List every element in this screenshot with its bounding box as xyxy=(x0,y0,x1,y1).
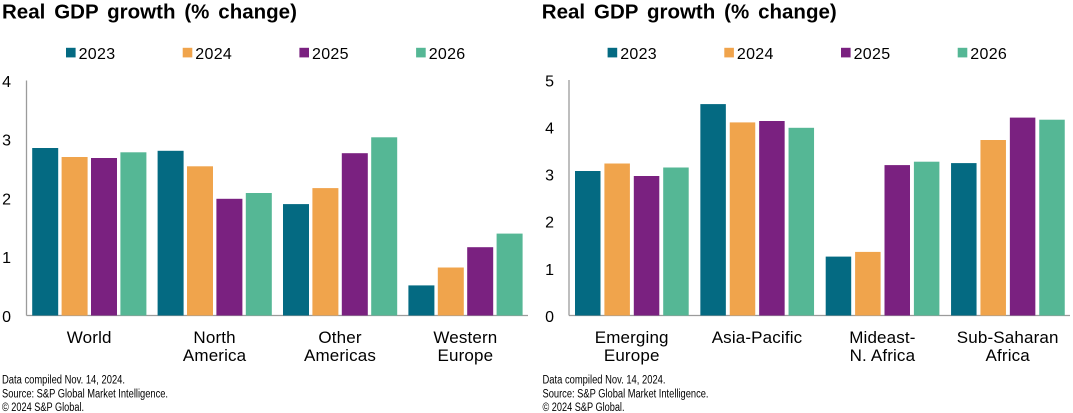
svg-text:3: 3 xyxy=(545,168,554,185)
svg-text:North: North xyxy=(193,328,235,347)
svg-text:1: 1 xyxy=(545,262,554,279)
svg-text:Data compiled Nov. 14, 2024.: Data compiled Nov. 14, 2024. xyxy=(543,375,666,387)
svg-text:3: 3 xyxy=(2,133,11,150)
svg-text:Source: S&P Global Market Inte: Source: S&P Global Market Intelligence. xyxy=(543,388,709,400)
svg-text:2024: 2024 xyxy=(195,46,232,63)
svg-text:Asia-Pacific: Asia-Pacific xyxy=(712,328,803,347)
svg-text:Other: Other xyxy=(318,328,361,347)
svg-text:© 2024 S&P Global.: © 2024 S&P Global. xyxy=(2,402,84,413)
svg-text:Europe: Europe xyxy=(438,346,494,365)
svg-text:Sub-Saharan: Sub-Saharan xyxy=(957,328,1059,347)
svg-text:Africa: Africa xyxy=(986,346,1031,365)
svg-text:World: World xyxy=(67,328,112,347)
svg-text:2025: 2025 xyxy=(854,46,891,63)
svg-text:2026: 2026 xyxy=(429,46,466,63)
svg-text:2024: 2024 xyxy=(737,46,774,63)
svg-text:2023: 2023 xyxy=(79,46,116,63)
svg-text:1: 1 xyxy=(2,250,11,267)
svg-text:America: America xyxy=(183,346,247,365)
svg-text:Data compiled Nov. 14, 2024.: Data compiled Nov. 14, 2024. xyxy=(2,375,125,387)
svg-text:Mideast-: Mideast- xyxy=(849,328,915,347)
svg-text:4: 4 xyxy=(2,74,11,91)
svg-text:2025: 2025 xyxy=(312,46,349,63)
svg-text:2023: 2023 xyxy=(620,46,657,63)
svg-text:0: 0 xyxy=(2,309,11,326)
svg-text:N. Africa: N. Africa xyxy=(850,346,916,365)
svg-text:0: 0 xyxy=(545,309,554,326)
svg-text:Emerging: Emerging xyxy=(595,328,669,347)
svg-text:Real GDP growth (% change): Real GDP growth (% change) xyxy=(2,1,297,24)
svg-text:Western: Western xyxy=(433,328,497,347)
svg-text:Americas: Americas xyxy=(304,346,376,365)
svg-text:Europe: Europe xyxy=(604,346,660,365)
svg-text:Real GDP growth (% change): Real GDP growth (% change) xyxy=(542,1,837,24)
svg-text:2026: 2026 xyxy=(970,46,1007,63)
svg-text:2: 2 xyxy=(545,215,554,232)
svg-text:5: 5 xyxy=(545,73,554,90)
svg-text:4: 4 xyxy=(545,121,554,138)
svg-text:© 2024 S&P Global.: © 2024 S&P Global. xyxy=(543,402,625,413)
svg-text:Source: S&P Global Market Inte: Source: S&P Global Market Intelligence. xyxy=(2,388,168,400)
svg-text:2: 2 xyxy=(2,191,11,208)
